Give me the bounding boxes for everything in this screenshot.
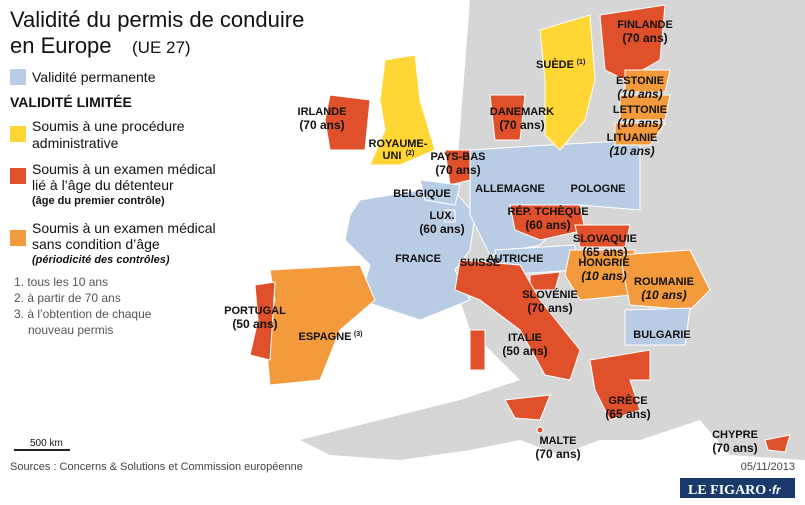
country-detail: (70 ans)	[535, 447, 580, 461]
country-name: FINLANDE	[617, 19, 673, 31]
legend-bg	[0, 0, 250, 345]
legend-heading: VALIDITÉ LIMITÉE	[10, 94, 132, 110]
country-name: LITUANIE	[607, 132, 658, 144]
note-ref: (3)	[354, 331, 363, 338]
country-detail: (70 ans)	[299, 118, 344, 132]
country-name: LUX.	[429, 210, 454, 222]
country-name: AUTRICHE	[487, 253, 544, 265]
country-name: FRANCE	[395, 253, 441, 265]
country-name: IRLANDE	[298, 106, 347, 118]
country-name: ITALIE	[508, 332, 542, 344]
country-name: CHYPRE	[712, 429, 758, 441]
country-name: PAYS-BAS	[430, 151, 485, 163]
country-name: DANEMARK	[490, 106, 554, 118]
country-name: POLOGNE	[570, 183, 625, 195]
country-detail: (65 ans)	[582, 245, 627, 259]
legend-label: administrative	[32, 135, 119, 151]
legend-swatch	[10, 69, 26, 85]
country-name: SUÈDE	[536, 58, 574, 71]
country-name: ESTONIE	[616, 75, 664, 87]
country-name: SLOVÉNIE	[522, 288, 578, 301]
country-name: SUISSE	[460, 257, 500, 269]
country-detail: (65 ans)	[605, 407, 650, 421]
note: 2. à partir de 70 ans	[14, 291, 121, 305]
country-name: SLOVAQUIE	[573, 233, 637, 245]
country-detail: (10 ans)	[609, 144, 654, 158]
country-name: ROUMANIE	[634, 276, 694, 288]
legend-note: (périodicité des contrôles)	[32, 254, 170, 266]
logo-suffix: ·fr	[768, 483, 782, 497]
country-name: BELGIQUE	[393, 188, 450, 200]
title-suffix: (UE 27)	[132, 38, 191, 57]
source: Sources : Concerns & Solutions et Commis…	[10, 461, 303, 473]
country-name: ESPAGNE	[299, 331, 352, 343]
country-name: GRÈCE	[608, 394, 647, 407]
country-detail: (70 ans)	[499, 118, 544, 132]
legend-note: (âge du premier contrôle)	[32, 195, 165, 207]
note: 1. tous les 10 ans	[14, 275, 108, 289]
legend-label: Soumis à un examen médical	[32, 220, 216, 236]
country-detail: (70 ans)	[622, 31, 667, 45]
note: 3. à l’obtention de chaque	[14, 307, 152, 321]
legend-label: Soumis à un examen médical	[32, 161, 216, 177]
country-name: BULGARIE	[633, 329, 690, 341]
note-ref: (2)	[406, 150, 415, 157]
country-name: LETTONIE	[613, 104, 667, 116]
legend-label: Validité permanente	[32, 69, 156, 85]
country-detail: (10 ans)	[581, 269, 626, 283]
title: Validité du permis de conduire	[10, 7, 304, 32]
date: 05/11/2013	[741, 461, 795, 473]
country-name: ROYAUME-	[369, 138, 428, 150]
countries	[249, 4, 791, 453]
country-detail: (60 ans)	[419, 222, 464, 236]
legend-label: sans condition d’âge	[32, 236, 160, 252]
country-detail: (50 ans)	[232, 317, 277, 331]
country-name: ALLEMAGNE	[475, 183, 545, 195]
country-detail: (50 ans)	[502, 344, 547, 358]
country-name: RÉP. TCHÈQUE	[507, 205, 588, 218]
country-labels: FINLANDE(70 ans)SUÈDE (1)ESTONIE(10 ans)L…	[224, 19, 758, 461]
legend-swatch	[10, 230, 26, 246]
country-name: PORTUGAL	[224, 305, 286, 317]
logo-bg	[680, 478, 795, 498]
legend-swatch	[10, 168, 26, 184]
note-ref: (1)	[577, 59, 586, 66]
scale-label: 500 km	[30, 438, 63, 449]
country-detail: (70 ans)	[527, 301, 572, 315]
notes: 1. tous les 10 ans 2. à partir de 70 ans…	[14, 275, 152, 337]
country-detail: (60 ans)	[525, 218, 570, 232]
country-name: MALTE	[539, 435, 576, 447]
country-detail: (70 ans)	[712, 441, 757, 455]
country-detail: (10 ans)	[617, 87, 662, 101]
country-name: UNI	[383, 150, 402, 162]
country-detail: (10 ans)	[641, 288, 686, 302]
legend-swatch	[10, 126, 26, 142]
country-detail: (70 ans)	[435, 163, 480, 177]
note: nouveau permis	[28, 323, 113, 337]
logo: LE FIGARO	[688, 483, 766, 498]
country-detail: (10 ans)	[617, 116, 662, 130]
legend-label: Soumis à une procédure	[32, 118, 185, 134]
title: en Europe	[10, 33, 112, 58]
country-name: HONGRIE	[578, 257, 629, 269]
legend-label: lié à l’âge du détenteur	[32, 177, 174, 193]
